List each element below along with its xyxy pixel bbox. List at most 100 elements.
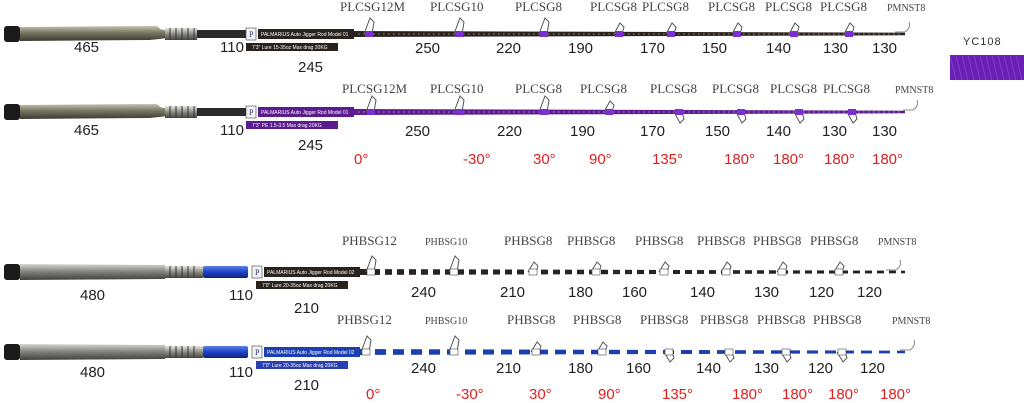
fore-grip bbox=[197, 108, 247, 116]
guide-3: PLCSG8 bbox=[515, 0, 562, 37]
guide-spacing: 150 bbox=[702, 40, 727, 57]
guide-8: PLCSG8 bbox=[820, 0, 867, 37]
guide-label: PMNST8 bbox=[878, 237, 916, 248]
guide-6: PLCSG8 bbox=[712, 81, 759, 124]
guide-wrap bbox=[834, 268, 844, 276]
guide-frame bbox=[673, 111, 685, 124]
guide-wrap bbox=[737, 109, 745, 115]
guide-label: PHBSG10 bbox=[425, 316, 467, 327]
guide-spacing: 190 bbox=[568, 40, 593, 57]
decal-text: PALMARIUS Auto Jigger Rod Model 01 bbox=[261, 110, 349, 116]
guide-wrap bbox=[667, 31, 675, 37]
spec-label bbox=[256, 361, 348, 369]
guide-4: PLCSG8 bbox=[580, 81, 627, 115]
rear-grip bbox=[20, 344, 165, 360]
guide-spacing: 160 bbox=[622, 284, 647, 301]
guide-frame bbox=[365, 95, 377, 113]
handle-length-1: 465 bbox=[74, 39, 99, 56]
guide-4: PHBSG8 bbox=[567, 233, 615, 276]
logo-badge bbox=[251, 265, 263, 279]
guide-wrap bbox=[615, 31, 623, 37]
logo-p: P bbox=[249, 108, 254, 117]
guide-label: PHBSG8 bbox=[640, 312, 688, 327]
guide-wrap bbox=[848, 109, 856, 115]
guide-angle: 180° bbox=[773, 151, 804, 168]
decal-text: PALMARIUS Auto Jigger Rod Model 02 bbox=[267, 270, 355, 276]
guide-spacing: 150 bbox=[705, 123, 730, 140]
guide-5: PHBSG8 bbox=[635, 233, 683, 276]
guide-angle: 180° bbox=[880, 386, 911, 403]
guide-label: PHBSG8 bbox=[757, 312, 805, 327]
fore-grip bbox=[203, 266, 248, 278]
guide-angle: 180° bbox=[828, 386, 859, 403]
guide-angle: -30° bbox=[463, 151, 491, 168]
guide-3: PLCSG8 bbox=[515, 81, 562, 115]
guide-angle: 0° bbox=[354, 151, 368, 168]
guide-wrap bbox=[366, 268, 376, 276]
guide-frame bbox=[665, 22, 677, 35]
guide-angle: 0° bbox=[366, 386, 380, 403]
guide-frame bbox=[448, 335, 460, 353]
guide-frame bbox=[365, 255, 377, 273]
guide-label: PLCSG8 bbox=[708, 0, 755, 14]
handle-length-2: 110 bbox=[220, 122, 244, 139]
swatch-label: YC108 bbox=[963, 36, 1002, 48]
tip-top bbox=[903, 99, 918, 111]
handle-length-2: 110 bbox=[220, 39, 244, 56]
guide-7: PHBSG8 bbox=[757, 312, 805, 363]
guide-wrap bbox=[365, 31, 373, 37]
guide-5: PHBSG8 bbox=[640, 312, 688, 363]
rod-4: P PALMARIUS Auto Jigger Rod Model 02 7'0" … bbox=[4, 312, 930, 403]
guide-label: PLCSG8 bbox=[820, 0, 867, 14]
guide-label: PHBSG12 bbox=[337, 312, 392, 327]
guide-spacing: 140 bbox=[766, 123, 791, 140]
guide-angle: -30° bbox=[456, 386, 484, 403]
butt-cap bbox=[4, 26, 20, 42]
guide-5: PLCSG8 bbox=[642, 0, 689, 37]
guide-spacing: 130 bbox=[872, 123, 897, 140]
guide-wrap bbox=[455, 31, 463, 37]
handle-length-1: 480 bbox=[80, 287, 105, 304]
guide-8: PHBSG8 bbox=[813, 312, 861, 363]
guide-6: PHBSG8 bbox=[700, 312, 748, 363]
guide-3: PHBSG8 bbox=[507, 312, 555, 356]
guide-frame bbox=[603, 100, 615, 113]
guide-spacing: 120 bbox=[860, 360, 885, 377]
guide-wrap bbox=[845, 31, 853, 37]
guide-7: PLCSG8 bbox=[765, 0, 812, 37]
guide-frame bbox=[735, 111, 747, 124]
decal-text: PALMARIUS Auto Jigger Rod Model 01 bbox=[261, 32, 349, 38]
guide-angle: 180° bbox=[872, 151, 903, 168]
spec-label bbox=[246, 121, 338, 129]
guide-angle: 180° bbox=[724, 151, 755, 168]
guide-spacing: 210 bbox=[500, 284, 525, 301]
guide-spacing: 220 bbox=[496, 40, 521, 57]
fore-grip bbox=[197, 30, 247, 38]
guide-wrap bbox=[449, 268, 459, 276]
guide-label: PLCSG8 bbox=[765, 0, 812, 14]
guide-1: PHBSG12 bbox=[342, 233, 397, 276]
guide-wrap bbox=[724, 348, 734, 356]
guide-label: PHBSG8 bbox=[573, 312, 621, 327]
guide-8: PLCSG8 bbox=[823, 81, 870, 124]
rod-1: P PALMARIUS Auto Jigger Rod Model 01 7'3" … bbox=[4, 0, 925, 76]
guide-frame bbox=[453, 17, 465, 35]
guide-3: PHBSG8 bbox=[504, 233, 552, 276]
guide-frame bbox=[538, 17, 550, 35]
guide-angle: 90° bbox=[589, 151, 612, 168]
tip-top bbox=[900, 339, 915, 351]
guide-label: PLCSG8 bbox=[515, 0, 562, 14]
reel-seat bbox=[165, 106, 197, 118]
logo-p: P bbox=[255, 348, 260, 357]
guide-label: PLCSG8 bbox=[650, 81, 697, 96]
guide-wrap bbox=[361, 348, 371, 356]
rear-grip bbox=[20, 103, 168, 119]
decal-band bbox=[264, 267, 360, 277]
guide-spacing: 160 bbox=[626, 360, 651, 377]
guide-wrap bbox=[721, 268, 731, 276]
logo-badge bbox=[245, 27, 257, 41]
guide-label: PHBSG8 bbox=[753, 233, 801, 248]
guide-angle: 180° bbox=[824, 151, 855, 168]
guide-frame bbox=[613, 22, 625, 35]
guide-spacing: 120 bbox=[857, 284, 882, 301]
